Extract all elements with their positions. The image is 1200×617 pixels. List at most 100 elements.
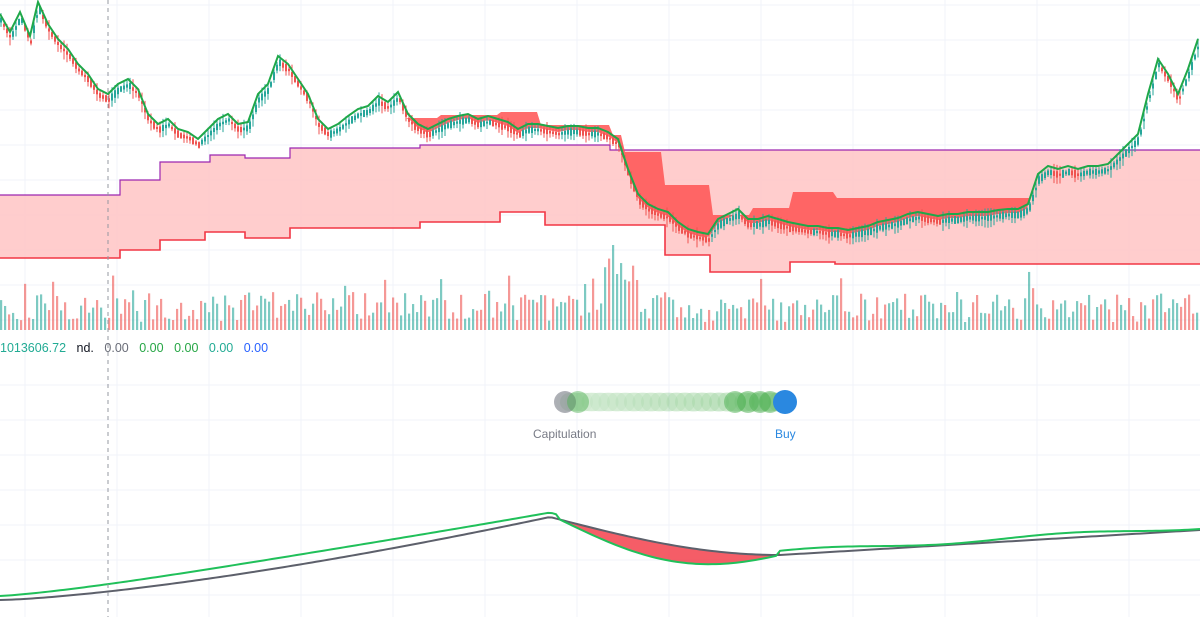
candle-body — [600, 133, 602, 137]
candle-body — [210, 130, 212, 136]
candle-body — [66, 51, 68, 55]
candle-body — [12, 31, 14, 37]
candle-body — [228, 118, 230, 122]
candle-body — [282, 62, 284, 68]
volume-bar — [1000, 310, 1003, 330]
candle-body — [615, 141, 617, 144]
candle-body — [180, 133, 182, 139]
volume-bar — [956, 292, 959, 330]
volume-bar — [48, 310, 51, 330]
volume-bar — [416, 312, 419, 330]
candle-body — [573, 129, 575, 135]
candle-body — [891, 222, 893, 229]
volume-bar — [952, 312, 955, 330]
candle-body — [498, 122, 500, 128]
candle-body — [1020, 210, 1022, 218]
volume-bar — [780, 302, 783, 330]
candle-body — [153, 121, 155, 129]
gauge-dot — [590, 392, 610, 412]
volume-bar — [36, 295, 39, 330]
candle-body — [225, 120, 227, 123]
candle-body — [810, 229, 812, 235]
gauge-dot — [598, 392, 619, 412]
candle-body — [117, 87, 119, 95]
candle-body — [1050, 170, 1052, 176]
candle-body — [486, 121, 488, 124]
candle-body — [924, 216, 926, 222]
candle-body — [732, 215, 734, 221]
volume-bar — [584, 284, 587, 330]
candle-body — [702, 237, 704, 241]
candle-body — [1098, 170, 1100, 174]
candle-body — [1035, 187, 1037, 191]
candle-body — [603, 132, 605, 140]
volume-bar — [1016, 318, 1019, 330]
volume-bar — [120, 313, 123, 330]
candle-body — [513, 128, 515, 135]
candle-body — [696, 235, 698, 240]
volume-bar — [616, 274, 619, 330]
volume-bar — [1184, 298, 1187, 330]
candle-body — [975, 214, 977, 222]
volume-bar — [1116, 294, 1119, 330]
price-layer — [0, 0, 1199, 248]
candle-body — [1071, 170, 1073, 176]
candle-body — [846, 232, 848, 239]
gauge-dot — [615, 392, 636, 412]
volume-bar — [84, 297, 87, 330]
volume-bar — [80, 305, 83, 330]
candle-body — [906, 217, 908, 224]
candle-body — [939, 219, 941, 225]
candle-body — [387, 106, 389, 109]
volume-bar — [564, 302, 567, 330]
candle-body — [339, 126, 341, 132]
volume-bar — [144, 300, 147, 330]
volume-bar — [140, 321, 143, 330]
candle-body — [417, 126, 419, 132]
candle-body — [999, 213, 1001, 219]
volume-bar — [40, 294, 43, 330]
candle-body — [57, 42, 59, 45]
oscillator-fast-line — [0, 511, 1200, 597]
candle-body — [270, 82, 272, 87]
candle-body — [501, 122, 503, 130]
candle-body — [894, 223, 896, 227]
candle-body — [885, 223, 887, 230]
candle-body — [510, 125, 512, 133]
candle-body — [189, 137, 191, 141]
volume-bar — [116, 298, 119, 330]
volume-bar — [972, 302, 975, 330]
candle-body — [1182, 88, 1184, 92]
candle-body — [546, 129, 548, 135]
volume-bar — [268, 301, 271, 330]
candle-body — [948, 217, 950, 223]
gauge-dot — [709, 392, 729, 412]
volume-bar — [272, 292, 275, 330]
volume-bar — [372, 312, 375, 330]
candle-body — [93, 85, 95, 90]
volume-bar — [364, 293, 367, 330]
candle-body — [1131, 145, 1133, 149]
candle-body — [753, 223, 755, 227]
candle-body — [399, 98, 401, 103]
volume-bar — [968, 317, 971, 330]
candle-body — [771, 220, 773, 226]
volume-bar — [204, 302, 207, 330]
volume-bar — [492, 317, 495, 330]
candle-body — [303, 90, 305, 95]
volume-bar — [1096, 307, 1099, 330]
volume-bar — [848, 311, 851, 330]
candle-body — [393, 100, 395, 106]
volume-bar — [532, 299, 535, 330]
volume-bar — [996, 294, 999, 330]
volume-bar — [644, 308, 647, 330]
candle-body — [558, 132, 560, 136]
volume-bar — [884, 304, 887, 330]
candle-body — [996, 215, 998, 218]
gauge-active-dot — [773, 390, 797, 414]
candle-body — [534, 128, 536, 132]
volume-bar — [800, 315, 803, 330]
candle-body — [297, 80, 299, 87]
candle-body — [261, 93, 263, 101]
volume-bar — [556, 306, 559, 330]
